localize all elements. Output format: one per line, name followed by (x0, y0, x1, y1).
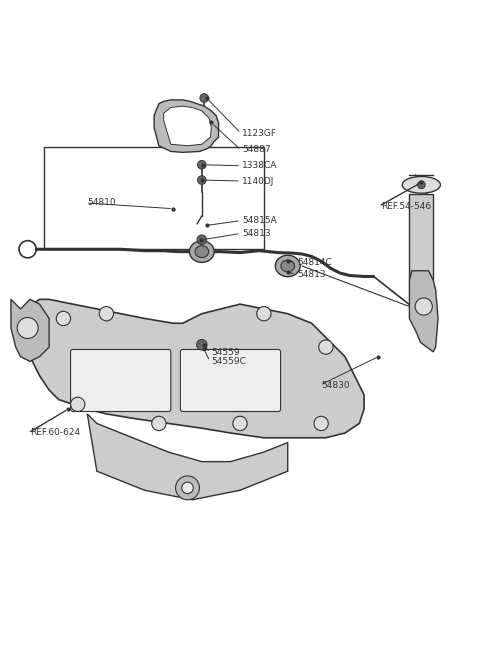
Circle shape (56, 312, 71, 325)
Circle shape (198, 161, 206, 169)
Text: 54559C: 54559C (211, 357, 246, 366)
Circle shape (415, 298, 432, 315)
Text: REF.60-624: REF.60-624 (30, 428, 80, 438)
Text: 54830: 54830 (321, 380, 350, 390)
Circle shape (200, 94, 208, 102)
Text: 54814C: 54814C (297, 258, 332, 266)
Circle shape (182, 482, 193, 493)
Text: 54810: 54810 (87, 199, 116, 207)
Circle shape (319, 340, 333, 354)
FancyBboxPatch shape (180, 350, 281, 411)
Text: 54887: 54887 (242, 146, 271, 155)
Circle shape (257, 306, 271, 321)
Text: 54815A: 54815A (242, 216, 277, 225)
Circle shape (233, 417, 247, 430)
Polygon shape (154, 100, 218, 152)
Ellipse shape (276, 255, 300, 277)
Circle shape (314, 417, 328, 430)
Ellipse shape (190, 241, 214, 262)
Circle shape (176, 476, 199, 500)
Text: 54813: 54813 (242, 229, 271, 238)
Bar (409, 194, 433, 280)
Polygon shape (11, 299, 49, 361)
Polygon shape (164, 106, 211, 146)
Text: 1338CA: 1338CA (242, 161, 278, 171)
Polygon shape (409, 271, 438, 352)
Circle shape (197, 339, 207, 350)
Circle shape (99, 306, 114, 321)
Ellipse shape (281, 260, 295, 272)
Circle shape (152, 417, 166, 430)
Circle shape (71, 397, 85, 411)
FancyBboxPatch shape (71, 350, 171, 411)
Polygon shape (87, 414, 288, 500)
Ellipse shape (402, 176, 441, 193)
Text: REF.54-546: REF.54-546 (381, 202, 431, 211)
Text: 54559: 54559 (211, 348, 240, 358)
Text: 1140DJ: 1140DJ (242, 176, 275, 186)
Ellipse shape (195, 246, 209, 258)
Circle shape (17, 318, 38, 338)
Circle shape (418, 181, 425, 189)
Polygon shape (21, 299, 364, 438)
Circle shape (198, 176, 206, 184)
Text: 54813: 54813 (297, 270, 326, 279)
Text: 1123GF: 1123GF (242, 129, 277, 138)
Circle shape (197, 235, 206, 245)
